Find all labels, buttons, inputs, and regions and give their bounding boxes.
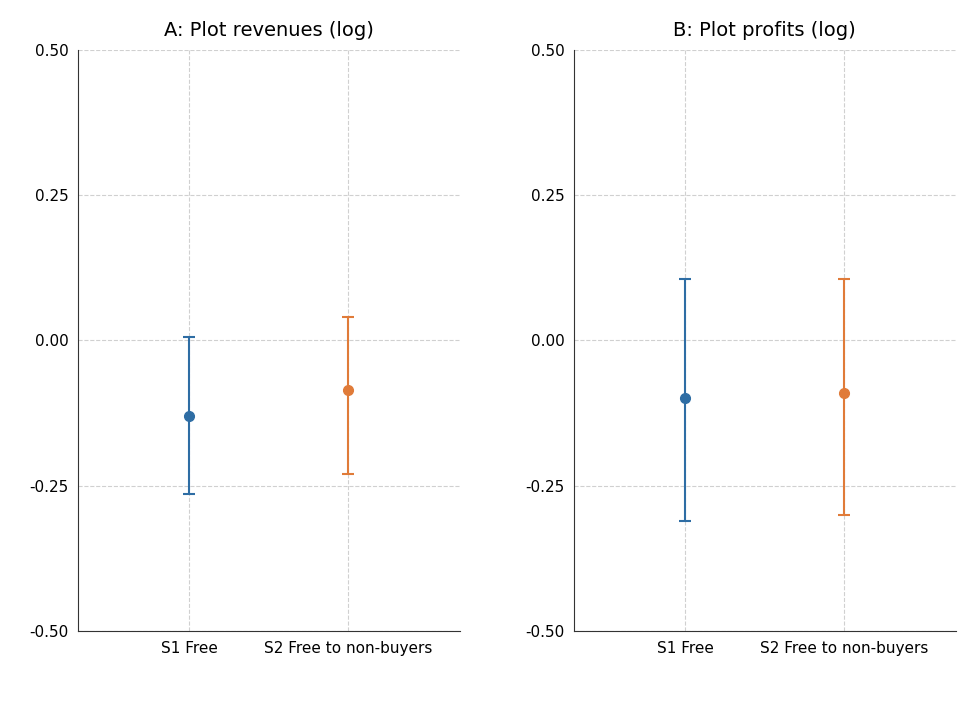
Title: B: Plot profits (log): B: Plot profits (log) <box>674 21 856 40</box>
Title: A: Plot revenues (log): A: Plot revenues (log) <box>164 21 373 40</box>
